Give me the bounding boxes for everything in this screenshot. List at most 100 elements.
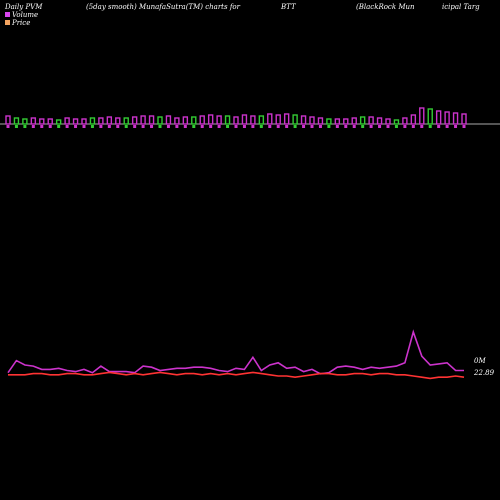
volume-bar — [326, 118, 332, 125]
volume-bar-tick — [420, 125, 424, 128]
volume-last-label: 0M — [474, 357, 486, 365]
volume-bar — [81, 118, 87, 125]
volume-bar — [233, 116, 239, 125]
volume-bar — [123, 117, 129, 125]
volume-bar-tick — [99, 125, 103, 128]
volume-bar-tick — [259, 125, 263, 128]
volume-bar — [410, 114, 417, 125]
legend-price: Price — [5, 19, 30, 27]
volume-bar-tick — [428, 125, 432, 128]
volume-bar — [39, 118, 45, 125]
volume-bar-tick — [335, 125, 339, 128]
volume-bar-tick — [6, 125, 10, 128]
volume-bar — [334, 118, 341, 125]
volume-bar — [13, 117, 20, 125]
legend-volume-label: Volume — [12, 11, 39, 19]
volume-bar-tick — [192, 125, 196, 128]
volume-bar — [461, 113, 467, 125]
volume-bar-tick — [158, 125, 162, 128]
volume-bar — [89, 117, 96, 125]
volume-bar-tick — [217, 125, 221, 128]
volume-bar-tick — [285, 125, 289, 128]
volume-bar-tick — [116, 125, 120, 128]
volume-bar-tick — [369, 125, 373, 128]
volume-bar — [317, 117, 324, 125]
volume-bar-tick — [251, 125, 255, 128]
chart-company: (BlackRock Mun — [356, 3, 415, 11]
volume-bar — [148, 115, 155, 125]
chart-symbol: BTT — [281, 3, 296, 11]
volume-bar — [292, 114, 298, 125]
volume-bar — [427, 108, 433, 125]
volume-bar — [309, 116, 315, 125]
volume-bar-tick — [40, 125, 44, 128]
volume-bar-tick — [403, 125, 407, 128]
volume-bar — [30, 117, 37, 125]
chart-method: (5day smooth) MunafaSutra(TM) charts for — [86, 3, 240, 11]
volume-bar — [106, 116, 113, 125]
volume-bar-tick — [14, 125, 18, 128]
volume-bar-tick — [150, 125, 154, 128]
volume-bar — [165, 115, 172, 125]
volume-bar-tick — [318, 125, 322, 128]
volume-bar-tick — [82, 125, 86, 128]
volume-bar — [385, 118, 391, 125]
legend-volume-swatch — [5, 12, 10, 17]
volume-bar — [157, 116, 163, 125]
volume-bar-tick — [226, 125, 230, 128]
volume-bar-tick — [200, 125, 204, 128]
volume-bar — [275, 114, 281, 125]
volume-bar — [258, 115, 265, 125]
volume-bar-tick — [23, 125, 27, 128]
volume-bar-tick — [394, 125, 398, 128]
chart-period: Daily PVM — [5, 3, 43, 11]
volume-bar-tick — [183, 125, 187, 128]
volume-bar — [64, 117, 70, 125]
volume-bar — [402, 117, 408, 125]
volume-bar-tick — [352, 125, 356, 128]
volume-bar — [207, 114, 214, 125]
volume-bar-tick — [293, 125, 297, 128]
volume-bar — [224, 115, 231, 125]
volume-bar — [174, 117, 180, 125]
chart-company-cont: icipal Targ — [442, 3, 480, 11]
legend-price-swatch — [5, 20, 10, 25]
volume-bar-tick — [107, 125, 111, 128]
volume-bar — [131, 116, 138, 125]
volume-bar-tick — [268, 125, 272, 128]
volume-bar — [98, 117, 104, 125]
volume-bar — [47, 118, 53, 125]
volume-bar-tick — [124, 125, 128, 128]
volume-bar — [191, 116, 197, 125]
volume-bar — [55, 119, 62, 125]
volume-bar-tick — [166, 125, 170, 128]
volume-bar-tick — [48, 125, 52, 128]
price-line — [8, 371, 465, 380]
volume-bar-tick — [175, 125, 179, 128]
volume-bar — [435, 110, 442, 125]
volume-bar — [419, 107, 425, 125]
volume-bar-tick — [57, 125, 61, 128]
volume-bar-tick — [141, 125, 145, 128]
volume-bar — [250, 115, 256, 125]
volume-bar-tick — [462, 125, 466, 128]
volume-bar-tick — [344, 125, 348, 128]
volume-bar-tick — [361, 125, 365, 128]
volume-bar-tick — [302, 125, 306, 128]
volume-bar — [140, 115, 146, 125]
volume-bar-tick — [310, 125, 314, 128]
legend-volume: Volume — [5, 11, 38, 19]
volume-bar-tick — [31, 125, 35, 128]
volume-bar — [72, 118, 79, 125]
volume-bar — [368, 116, 374, 125]
volume-bar-tick — [133, 125, 137, 128]
volume-bar — [393, 119, 400, 125]
volume-line — [7, 329, 464, 375]
volume-bar-tick — [411, 125, 415, 128]
volume-bar — [359, 116, 366, 125]
volume-bar — [216, 115, 222, 125]
volume-bar-tick — [327, 125, 331, 128]
volume-bar — [115, 117, 121, 125]
volume-bar — [300, 115, 307, 125]
